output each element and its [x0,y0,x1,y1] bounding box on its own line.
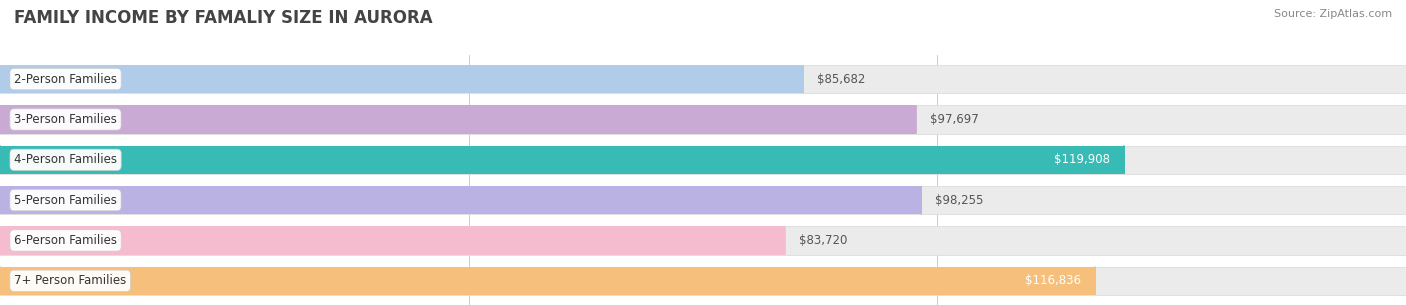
FancyBboxPatch shape [0,65,1406,93]
Text: Source: ZipAtlas.com: Source: ZipAtlas.com [1274,9,1392,19]
FancyBboxPatch shape [0,146,1406,174]
Text: $119,908: $119,908 [1054,153,1109,166]
Text: $97,697: $97,697 [929,113,979,126]
Text: 7+ Person Families: 7+ Person Families [14,274,127,287]
Text: 5-Person Families: 5-Person Families [14,194,117,206]
FancyBboxPatch shape [0,226,1406,255]
Text: $98,255: $98,255 [935,194,983,206]
Text: $116,836: $116,836 [1025,274,1081,287]
FancyBboxPatch shape [0,267,1406,295]
Text: 2-Person Families: 2-Person Families [14,73,117,86]
FancyBboxPatch shape [0,105,1406,134]
FancyBboxPatch shape [0,186,921,214]
FancyBboxPatch shape [0,186,1406,214]
Text: 4-Person Families: 4-Person Families [14,153,117,166]
FancyBboxPatch shape [0,226,785,255]
Text: $85,682: $85,682 [817,73,866,86]
Text: $83,720: $83,720 [799,234,848,247]
FancyBboxPatch shape [0,65,803,93]
Text: FAMILY INCOME BY FAMALIY SIZE IN AURORA: FAMILY INCOME BY FAMALIY SIZE IN AURORA [14,9,433,27]
FancyBboxPatch shape [0,267,1095,295]
Text: 3-Person Families: 3-Person Families [14,113,117,126]
FancyBboxPatch shape [0,105,915,134]
Text: 6-Person Families: 6-Person Families [14,234,117,247]
FancyBboxPatch shape [0,146,1123,174]
